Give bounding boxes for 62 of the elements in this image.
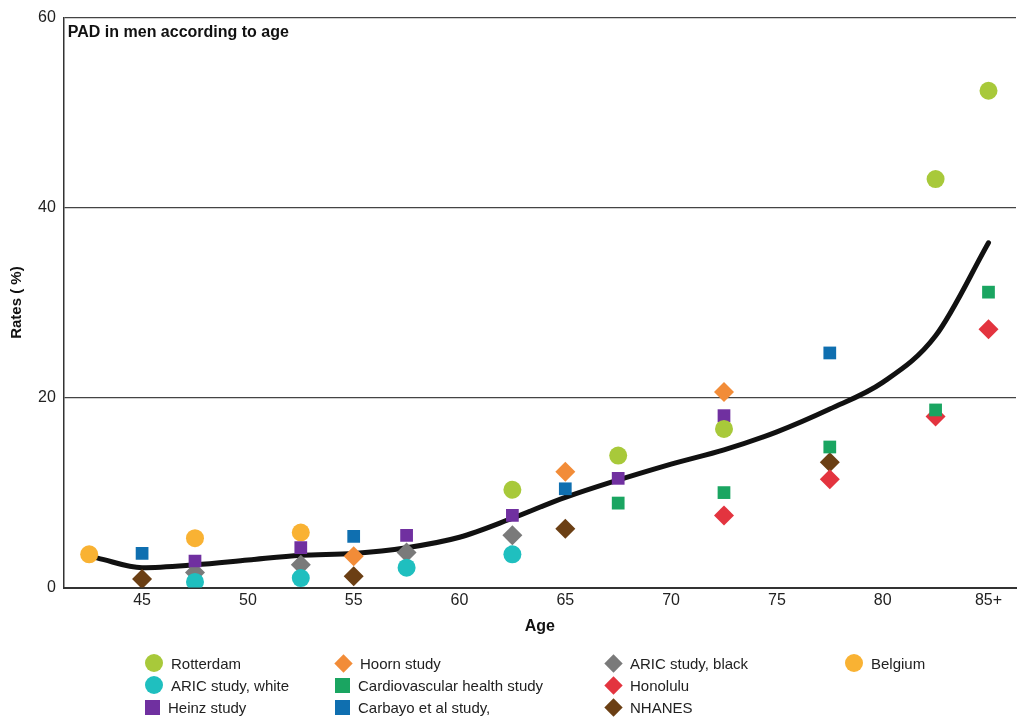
point (611, 496, 625, 510)
y-tick-label: 20 (38, 388, 56, 406)
point (343, 546, 364, 567)
point (503, 545, 522, 564)
legend-label: Cardiovascular health study (358, 676, 544, 694)
point (713, 381, 734, 402)
x-tick-label: 50 (238, 590, 257, 608)
x-tick-label: 60 (450, 590, 469, 608)
point (823, 440, 837, 454)
point (717, 486, 731, 499)
legend-label: Belgium (871, 654, 926, 672)
point (503, 480, 522, 499)
x-tick-label: 70 (662, 590, 681, 608)
legend-label: Rotterdam (171, 654, 242, 672)
legend-label: Heinz study (168, 698, 247, 716)
point (555, 461, 576, 482)
point (135, 547, 149, 560)
point (555, 518, 576, 539)
point (397, 558, 416, 577)
point (819, 452, 840, 473)
legend-label: Honolulu (630, 676, 690, 694)
point (347, 529, 361, 543)
legend-label: NHANES (630, 698, 693, 716)
x-tick-label: 85+ (974, 590, 1003, 608)
y-tick-label: 60 (38, 8, 56, 26)
legend-label: ARIC study, white (171, 676, 290, 694)
point (291, 569, 310, 588)
point (400, 528, 413, 542)
y-tick-label: 40 (38, 198, 56, 216)
x-axis-title: Age (524, 616, 556, 634)
chart-title: PAD in men according to age (67, 23, 289, 41)
point (982, 285, 995, 299)
point (558, 482, 572, 496)
point (978, 319, 999, 340)
point (926, 170, 945, 189)
point (343, 566, 364, 587)
x-tick-label: 65 (556, 590, 575, 608)
point (929, 403, 942, 417)
legend-label: Hoorn study (360, 654, 441, 672)
point (80, 545, 99, 564)
point (502, 525, 523, 546)
x-tick-label: 55 (344, 590, 363, 608)
point (819, 469, 840, 490)
point (823, 346, 837, 360)
y-axis-title: Rates ( %) (7, 266, 25, 339)
point (132, 569, 153, 588)
x-tick-label: 45 (133, 590, 152, 608)
point (713, 505, 734, 526)
point (609, 446, 628, 465)
point (294, 541, 308, 555)
point (714, 419, 733, 438)
point (185, 529, 204, 548)
point (291, 523, 310, 542)
y-tick-label: 0 (46, 578, 56, 596)
x-tick-label: 75 (767, 590, 786, 608)
point (185, 572, 204, 588)
point (611, 471, 625, 485)
legend-label: ARIC study, black (630, 654, 749, 672)
point (506, 509, 519, 522)
x-tick-label: 80 (873, 590, 892, 608)
point (979, 81, 998, 100)
legend-label: Carbayo et al study, (358, 698, 491, 716)
